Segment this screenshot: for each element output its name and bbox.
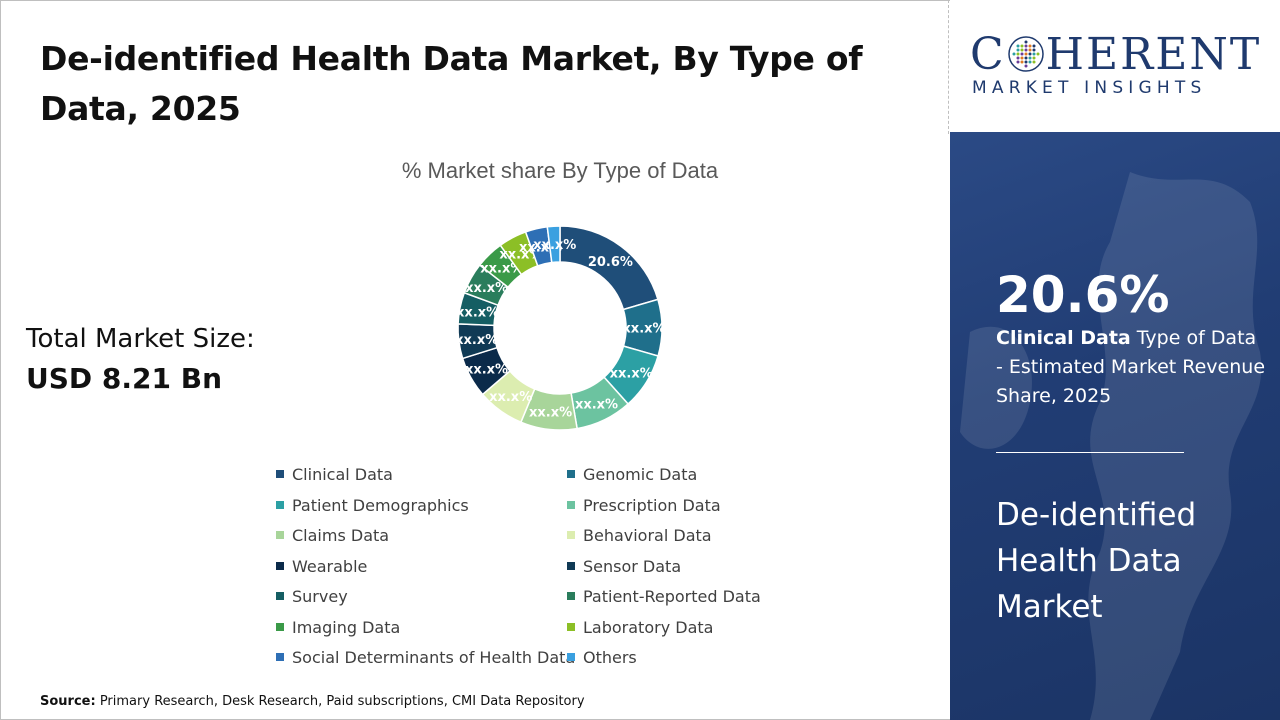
- data-label: xx.x%: [465, 363, 508, 378]
- legend-label: Others: [583, 648, 637, 667]
- map-background: [960, 172, 1262, 720]
- donut-chart: 20.6%xx.x%xx.x%xx.x%xx.x%xx.x%xx.x%xx.x%…: [455, 225, 666, 431]
- legend-item: Clinical Data: [276, 465, 393, 485]
- highlight-value: 20.6%: [996, 266, 1170, 324]
- chart-area: De-identified Health Data Market, By Typ…: [26, 39, 863, 709]
- source-note: Source: Primary Research, Desk Research,…: [40, 694, 585, 709]
- legend-label: Behavioral Data: [583, 526, 712, 545]
- legend-swatch: [567, 622, 575, 631]
- source-text: Primary Research, Desk Research, Paid su…: [95, 694, 585, 709]
- legend-swatch: [276, 561, 284, 570]
- logo-globe-icon: [1007, 36, 1044, 72]
- data-label: xx.x%: [480, 261, 523, 276]
- legend-swatch: [567, 592, 575, 600]
- legend-item: Laboratory Data: [567, 618, 713, 638]
- market-size-value: USD 8.21 Bn: [26, 362, 222, 395]
- legend-label: Survey: [292, 587, 348, 606]
- page-title: De-identified Health Data Market, By Typ…: [40, 39, 863, 128]
- donut-slice-others: [546, 225, 561, 264]
- data-label: 20.6%: [588, 255, 633, 270]
- logo-letters-herent: HERENT: [1045, 29, 1262, 80]
- data-label: xx.x%: [529, 405, 572, 420]
- data-label: xx.x%: [499, 248, 542, 263]
- logo-divider: [948, 0, 949, 134]
- legend-item: Survey: [276, 587, 348, 607]
- source-label: Source:: [40, 694, 96, 709]
- legend-swatch: [276, 622, 284, 631]
- legend-swatch: [567, 470, 575, 478]
- highlight-desc-text: Type of Data - Estimated Market Revenue …: [996, 327, 1266, 407]
- legend-item: Wearable: [276, 557, 367, 577]
- data-label: xx.x%: [533, 238, 576, 253]
- data-label: xx.x%: [456, 306, 499, 321]
- legend-swatch: [276, 470, 284, 478]
- legend-label: Patient-Reported Data: [583, 587, 761, 606]
- legend-label: Clinical Data: [292, 465, 393, 484]
- legend-item: Others: [567, 648, 637, 668]
- legend-item: Patient Demographics: [276, 496, 469, 516]
- legend-item: Genomic Data: [567, 465, 697, 485]
- data-label: xx.x%: [575, 398, 618, 413]
- legend-label: Prescription Data: [583, 495, 721, 515]
- legend-swatch: [276, 531, 284, 539]
- logo-tagline: MARKET INSIGHTS: [972, 78, 1207, 98]
- legend-item: Prescription Data: [567, 496, 721, 516]
- legend-label: Sensor Data: [583, 556, 682, 576]
- legend-item: Patient-Reported Data: [567, 587, 761, 607]
- company-logo: C HERENT MARKET INSIGHTS: [950, 0, 1280, 132]
- legend-swatch: [567, 500, 575, 509]
- legend-item: Social Determinants of Health Data: [276, 648, 575, 668]
- logo-letter-c: C: [970, 29, 1006, 80]
- highlight-panel: 20.6% Clinical Data Type of Data - Estim…: [950, 132, 1280, 720]
- panel-market-name: De-identified Health Data Market: [996, 497, 1197, 625]
- legend-label: Laboratory Data: [583, 617, 714, 637]
- legend-item: Imaging Data: [276, 618, 400, 638]
- legend-label: Genomic Data: [583, 465, 698, 484]
- legend-swatch: [276, 653, 284, 661]
- legend-swatch: [567, 653, 575, 661]
- market-size-label: Total Market Size:: [26, 324, 255, 354]
- legend-swatch: [567, 531, 575, 539]
- data-label: xx.x%: [489, 390, 532, 405]
- data-label: xx.x%: [610, 367, 653, 382]
- highlight-description: Clinical Data Type of Data - Estimated M…: [996, 324, 1266, 411]
- legend-label: Claims Data: [292, 526, 390, 545]
- legend-item: Behavioral Data: [567, 526, 712, 546]
- legend-swatch: [276, 500, 284, 509]
- legend-item: Claims Data: [276, 526, 389, 546]
- legend-label: Wearable: [292, 556, 368, 576]
- data-label: xx.x%: [455, 333, 498, 348]
- highlight-segment: Clinical Data: [996, 327, 1131, 349]
- data-label: xx.x%: [465, 281, 508, 296]
- panel-divider: [996, 452, 1184, 453]
- legend-swatch: [567, 561, 575, 570]
- legend-label: Social Determinants of Health Data: [292, 648, 576, 667]
- logo-wordmark: C HERENT: [970, 30, 1261, 80]
- data-label: xx.x%: [622, 322, 665, 337]
- legend-swatch: [276, 592, 284, 600]
- legend-label: Imaging Data: [292, 617, 401, 637]
- legend-item: Sensor Data: [567, 557, 681, 577]
- legend-label: Patient Demographics: [292, 495, 469, 515]
- chart-title: % Market share By Type of Data: [401, 158, 719, 183]
